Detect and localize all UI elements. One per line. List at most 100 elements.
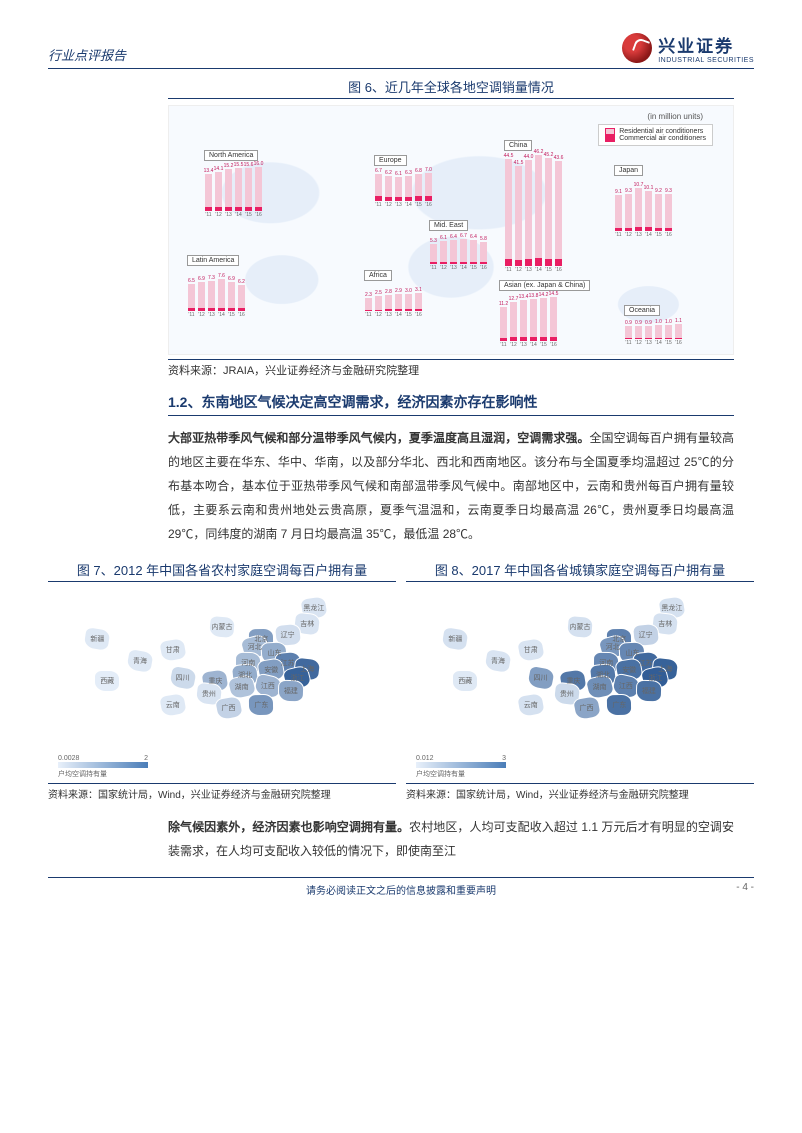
province-label: 广西 bbox=[222, 703, 236, 713]
fig8-source: 资料来源：国家统计局，Wind，兴业证券经济与金融研究院整理 bbox=[406, 783, 754, 801]
footer-disclaimer: 请务必阅读正文之后的信息披露和重要声明 bbox=[306, 886, 496, 897]
province-label: 河南 bbox=[241, 658, 255, 668]
region-label: Japan bbox=[614, 165, 643, 176]
region-label: Asian (ex. Japan & China) bbox=[499, 280, 590, 291]
province-label: 内蒙古 bbox=[212, 622, 233, 632]
region-label: Oceania bbox=[624, 305, 660, 316]
province-label: 西藏 bbox=[100, 676, 114, 686]
bar-column: 15.6'15 bbox=[244, 163, 253, 218]
region-japan: Japan9.1'119.3'1210.7'1310.1'149.2'159.3… bbox=[614, 161, 673, 238]
province-label: 黑龙江 bbox=[303, 603, 324, 613]
bar-column: 7.3'13 bbox=[207, 276, 216, 318]
bar-column: 2.9'14 bbox=[394, 289, 403, 318]
bar-column: 45.2'15 bbox=[544, 153, 553, 273]
bar-column: 6.2'12 bbox=[384, 171, 393, 208]
province-label: 内蒙古 bbox=[570, 622, 591, 632]
bar-column: 6.7'14 bbox=[459, 234, 468, 271]
fig7-source: 资料来源：国家统计局，Wind，兴业证券经济与金融研究院整理 bbox=[48, 783, 396, 801]
fig8-legend-min: 0.012 bbox=[416, 755, 434, 762]
logo-text-en: INDUSTRIAL SECURITIES bbox=[658, 57, 754, 64]
bar-column: 0.9'11 bbox=[624, 321, 633, 346]
province-label: 山东 bbox=[267, 648, 281, 658]
province-label: 江苏 bbox=[639, 658, 653, 668]
region-africa: Africa2.3'112.5'122.8'132.9'143.0'153.1'… bbox=[364, 266, 423, 318]
bar-column: 12.7'12 bbox=[509, 297, 518, 348]
fig8-gradient-bar bbox=[416, 762, 506, 768]
province-label: 湖南 bbox=[235, 682, 249, 692]
legend-commercial: Commercial air conditioners bbox=[619, 135, 706, 142]
fig8-legend-caption: 户均空调持有量 bbox=[416, 769, 506, 779]
province-label: 辽宁 bbox=[281, 630, 295, 640]
bar-column: 9.3'12 bbox=[624, 189, 633, 238]
fig7-legend-min: 0.0028 bbox=[58, 755, 79, 762]
bar-column: 0.9'13 bbox=[644, 321, 653, 346]
region-mid_east: Mid. East5.3'116.1'126.4'136.7'146.4'155… bbox=[429, 216, 488, 271]
para2-lead: 除气候因素外，经济因素也影响空调拥有量。 bbox=[168, 820, 409, 834]
fig6-title: 图 6、近几年全球各地空调销量情况 bbox=[168, 77, 734, 99]
province-label: 辽宁 bbox=[639, 630, 653, 640]
logo-mark-icon bbox=[622, 33, 652, 63]
fig8-legend: 0.012 3 户均空调持有量 bbox=[416, 755, 506, 779]
bar-column: 6.4'15 bbox=[469, 235, 478, 271]
report-type: 行业点评报告 bbox=[48, 45, 126, 64]
province-label: 江西 bbox=[261, 681, 275, 691]
fig8-column: 图 8、2017 年中国各省城镇家庭空调每百户拥有量 黑龙江吉林辽宁内蒙古新疆甘… bbox=[406, 560, 754, 801]
province-label: 湖北 bbox=[238, 670, 252, 680]
bar-column: 6.4'13 bbox=[449, 235, 458, 271]
bar-column: 0.9'12 bbox=[634, 321, 643, 346]
province-label: 江苏 bbox=[281, 658, 295, 668]
region-asian: Asian (ex. Japan & China) 11.2'1112.7'12 1… bbox=[499, 276, 590, 348]
province-label: 湖南 bbox=[593, 682, 607, 692]
bar-column: 6.9'12 bbox=[197, 277, 206, 318]
province-label: 吉林 bbox=[300, 619, 314, 629]
province-label: 重庆 bbox=[208, 676, 222, 686]
fig8-legend-max: 3 bbox=[502, 755, 506, 762]
section-1-2-text: 全国空调每百户拥有量较高的地区主要在华东、华中、华南，以及部分华北、西北和西南地… bbox=[168, 431, 734, 541]
bar-column: 7.0'16 bbox=[424, 168, 433, 208]
company-logo: 兴业证券 INDUSTRIAL SECURITIES bbox=[622, 32, 754, 64]
fig7-fig8-row: 图 7、2012 年中国各省农村家庭空调每百户拥有量 黑龙江吉林辽宁内蒙古新疆甘… bbox=[48, 560, 754, 801]
fig7-map: 黑龙江吉林辽宁内蒙古新疆甘肃青海西藏北京河北山东河南江苏安徽上海浙江湖北四川重庆… bbox=[48, 586, 396, 781]
province-label: 安徽 bbox=[264, 665, 278, 675]
section-1-2-body: 大部亚热带季风气候和部分温带季风气候内，夏季温度高且湿润，空调需求强。全国空调每… bbox=[168, 426, 734, 546]
bar-column: 7.6'14 bbox=[217, 274, 226, 318]
province-label: 青海 bbox=[491, 656, 505, 666]
province-label: 新疆 bbox=[448, 634, 462, 644]
bar-column: 11.2'11 bbox=[499, 302, 508, 348]
page-header: 行业点评报告 兴业证券 INDUSTRIAL SECURITIES bbox=[48, 32, 754, 69]
bar-column: 15.2'13 bbox=[224, 164, 233, 218]
bar-column: 14.2'15 bbox=[539, 293, 548, 348]
bar-column: 6.9'15 bbox=[227, 277, 236, 318]
page-number: - 4 - bbox=[736, 882, 754, 893]
bar-column: 1.1'16 bbox=[674, 319, 683, 346]
bar-column: 3.1'16 bbox=[414, 288, 423, 318]
province-label: 河北 bbox=[248, 642, 262, 652]
province-label: 甘肃 bbox=[166, 645, 180, 655]
province-label: 贵州 bbox=[560, 689, 574, 699]
province-label: 甘肃 bbox=[524, 645, 538, 655]
bar-column: 10.7'13 bbox=[634, 183, 643, 238]
province-label: 河南 bbox=[599, 658, 613, 668]
bar-column: 2.8'13 bbox=[384, 290, 393, 318]
fig7-title: 图 7、2012 年中国各省农村家庭空调每百户拥有量 bbox=[48, 560, 396, 582]
bar-column: 46.2'14 bbox=[534, 150, 543, 273]
legend-residential: Residential air conditioners bbox=[619, 128, 703, 135]
bar-column: 10.1'14 bbox=[644, 186, 653, 238]
bar-column: 13.4'11 bbox=[204, 169, 213, 218]
bar-column: 9.3'16 bbox=[664, 189, 673, 238]
province-label: 青海 bbox=[133, 656, 147, 666]
bar-column: 9.2'15 bbox=[654, 189, 663, 238]
province-label: 安徽 bbox=[622, 665, 636, 675]
fig8-title: 图 8、2017 年中国各省城镇家庭空调每百户拥有量 bbox=[406, 560, 754, 582]
para2-body: 除气候因素外，经济因素也影响空调拥有量。农村地区，人均可支配收入超过 1.1 万… bbox=[168, 815, 734, 863]
region-label: Europe bbox=[374, 155, 407, 166]
bar-column: 2.3'11 bbox=[364, 293, 373, 318]
fig6-chart: (in million units) Residential air condi… bbox=[168, 105, 734, 355]
fig6-unit: (in million units) bbox=[647, 112, 703, 121]
province-label: 黑龙江 bbox=[661, 603, 682, 613]
province-label: 福建 bbox=[642, 686, 656, 696]
bar-column: 1.0'15 bbox=[664, 320, 673, 346]
province-label: 贵州 bbox=[202, 689, 216, 699]
province-label: 浙江 bbox=[290, 673, 304, 683]
fig8-map: 黑龙江吉林辽宁内蒙古新疆甘肃青海西藏北京河北山东河南江苏安徽上海浙江湖北四川重庆… bbox=[406, 586, 754, 781]
